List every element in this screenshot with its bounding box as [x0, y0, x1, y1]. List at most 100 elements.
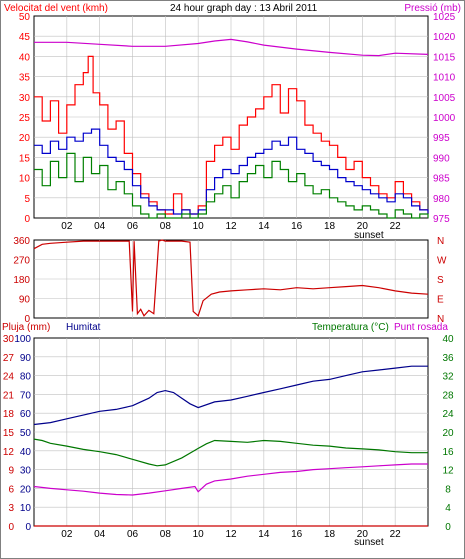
wind-y-tick-label: 40 [19, 52, 31, 63]
wind-y-tick-label: 0 [24, 214, 30, 225]
temperature-y-tick-label: 36 [442, 353, 454, 364]
humidity-x-tick-label: 14 [258, 529, 270, 540]
temperature-y-tick-label: 28 [442, 390, 454, 401]
wind-x-tick-label: 14 [258, 221, 270, 232]
wind-x-tick-label: 06 [127, 221, 139, 232]
humidity-series [33, 365, 428, 527]
pressure-y-tick-label: 1010 [433, 73, 456, 84]
direction-degree-label: 360 [13, 236, 30, 247]
temperature-y-tick-label: 32 [442, 372, 454, 383]
humidity-x-tick-labels: 02 04 06 08 10 12 14 16 18 20 22 [61, 529, 401, 540]
humidity-x-tick-label: 08 [160, 529, 172, 540]
direction-degree-label: 270 [13, 256, 30, 267]
rain-y-tick-label: 30 [3, 334, 15, 345]
humidity-x-tick-label: 22 [390, 529, 402, 540]
pressure-y-tick-label: 1005 [433, 93, 456, 104]
chart-title: 24 hour graph day : 13 Abril 2011 [170, 3, 318, 14]
direction-series [33, 239, 429, 317]
temperature-y-tick-label: 16 [442, 447, 454, 458]
humidity-x-tick-label: 04 [94, 529, 106, 540]
rain-y-tick-label: 24 [3, 372, 15, 383]
wind-y-tick-labels: 0 5 10 15 20 25 30 35 40 45 50 [19, 12, 31, 225]
temperature-y-tick-label: 40 [442, 334, 454, 345]
rain-y-tick-label: 27 [3, 353, 15, 364]
humidity-series-line-0 [33, 365, 428, 426]
wind-x-tick-labels: 02 04 06 08 10 12 14 16 18 20 22 [61, 221, 401, 232]
humidity-y-tick-label: 70 [20, 390, 32, 401]
direction-compass-label: N [437, 236, 444, 247]
rain-y-tick-label: 6 [8, 484, 14, 495]
humidity-y-tick-label: 40 [20, 447, 32, 458]
rain-y-tick-label: 18 [3, 409, 15, 420]
humidity-y-tick-label: 80 [20, 372, 32, 383]
wind-x-tick-label: 02 [61, 221, 73, 232]
humidity-y-tick-label: 90 [20, 353, 32, 364]
wind-y-tick-label: 45 [19, 32, 31, 43]
temperature-y-tick-label: 24 [442, 409, 454, 420]
wind-x-tick-label: 22 [390, 221, 402, 232]
direction-degree-label: 180 [13, 275, 30, 286]
pressure-y-tick-label: 1000 [433, 113, 456, 124]
humidity-temp-panel: Pluja (mm) Humitat Temperatura (°C) Punt… [2, 322, 454, 548]
rain-y-tick-label: 15 [3, 428, 15, 439]
wind-y-tick-label: 30 [19, 93, 31, 104]
pressure-axis-title: Pressió (mb) [404, 3, 461, 14]
wind-series-line-0 [34, 55, 429, 215]
humidity-x-tick-label: 02 [61, 529, 73, 540]
wind-y-tick-label: 50 [19, 12, 31, 23]
rain-axis-title: Pluja (mm) [2, 322, 50, 333]
humidity-y-tick-label: 30 [20, 466, 32, 477]
humidity-series-line-1 [33, 438, 428, 467]
wind-axis-title: Velocitat del vent (kmh) [4, 3, 108, 14]
rain-y-tick-label: 21 [3, 390, 15, 401]
pressure-y-tick-label: 975 [433, 214, 450, 225]
rain-y-tick-label: 0 [8, 522, 14, 533]
humidity-x-tick-label: 12 [225, 529, 237, 540]
temperature-y-tick-label: 20 [442, 428, 454, 439]
pressure-y-tick-label: 1015 [433, 52, 456, 63]
wind-series [34, 38, 429, 219]
wind-x-tick-label: 08 [160, 221, 172, 232]
pressure-y-tick-label: 985 [433, 174, 450, 185]
humidity-y-tick-label: 60 [20, 409, 32, 420]
temperature-y-tick-label: 12 [442, 466, 454, 477]
temperature-y-tick-label: 0 [445, 522, 451, 533]
direction-compass-label: W [437, 256, 447, 267]
wind-y-tick-label: 25 [19, 113, 31, 124]
humidity-y-tick-label: 0 [25, 522, 31, 533]
wind-y-tick-label: 15 [19, 153, 31, 164]
wind-x-tick-label: 10 [193, 221, 205, 232]
wind-x-tick-label: 12 [225, 221, 237, 232]
pressure-y-tick-label: 980 [433, 194, 450, 205]
humidity-x-tick-label: 10 [193, 529, 205, 540]
pressure-y-tick-label: 1025 [433, 12, 456, 23]
humidity-x-tick-label: 06 [127, 529, 139, 540]
wind-y-tick-label: 10 [19, 174, 31, 185]
humidity-grid [34, 338, 428, 526]
humidity-x-tick-label: 18 [324, 529, 336, 540]
temperature-axis-title: Temperatura (°C) [312, 322, 389, 333]
sunset-label: sunset [354, 230, 384, 241]
wind-y-tick-label: 20 [19, 133, 31, 144]
pressure-y-tick-label: 995 [433, 133, 450, 144]
pressure-y-tick-labels: 975 980 985 990 995 1000 1005 1010 1015 1020 1025 [433, 12, 456, 225]
direction-series-line-0 [33, 239, 429, 317]
direction-grid [34, 240, 428, 318]
rain-y-tick-label: 9 [8, 466, 14, 477]
dewpoint-axis-title: Punt rosada [394, 322, 448, 333]
humidity-y-tick-label: 20 [20, 484, 32, 495]
direction-degree-label: 0 [24, 314, 30, 325]
pressure-y-tick-label: 1020 [433, 32, 456, 43]
temperature-y-tick-labels: 0 4 8 12 16 20 24 28 32 36 40 [442, 334, 454, 533]
humidity-y-tick-label: 10 [20, 503, 32, 514]
wind-pressure-panel: Velocitat del vent (kmh) 24 hour graph d… [4, 3, 461, 241]
humidity-y-tick-label: 50 [20, 428, 32, 439]
direction-compass-label: E [437, 295, 444, 306]
humidity-axis-title: Humitat [66, 322, 101, 333]
wind-series-line-1 [34, 128, 429, 215]
wind-x-tick-label: 18 [324, 221, 336, 232]
wind-x-tick-label: 16 [291, 221, 303, 232]
temperature-y-tick-label: 8 [445, 484, 451, 495]
